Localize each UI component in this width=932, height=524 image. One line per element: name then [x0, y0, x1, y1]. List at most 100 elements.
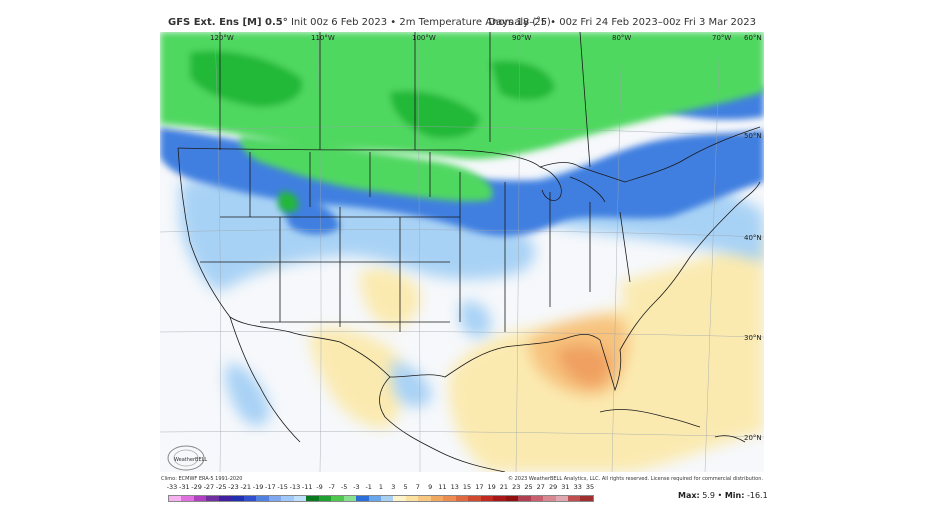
colorbar-swatch — [231, 496, 244, 501]
colorbar-tick-label: 11 — [438, 483, 447, 491]
colorbar-swatch — [405, 496, 419, 501]
colorbar-swatch — [430, 496, 444, 501]
colorbar-swatch — [493, 496, 506, 501]
colorbar-swatch — [543, 496, 556, 501]
great-lakes — [539, 166, 606, 203]
lon-label-100w: 100°W — [412, 34, 436, 42]
political-borders — [177, 32, 761, 472]
map-title: GFS Ext. Ens [M] 0.5° Init 00z 6 Feb 202… — [168, 17, 551, 28]
colorbar-tick-label: 17 — [475, 483, 484, 491]
init-text: Init 00z 6 Feb 2023 • 2m Temperature Ano… — [290, 17, 551, 28]
colorbar-tick-label: 7 — [415, 483, 420, 491]
colorbar-tick-label: 31 — [561, 483, 570, 491]
colorbar-swatches — [168, 495, 594, 502]
province-borders — [219, 32, 591, 168]
colorbar-tick-label: -17 — [265, 483, 276, 491]
colorbar-tick-label: 35 — [585, 483, 595, 491]
colorbar-tick-label: -29 — [191, 483, 202, 491]
temperature-anomaly-map: 120°W 110°W 100°W 90°W 80°W 70°W 60°N 50… — [160, 32, 764, 472]
colorbar-swatch — [281, 496, 294, 501]
colorbar-swatch — [455, 496, 469, 501]
min-label: Min: — [724, 491, 745, 500]
model-name: GFS Ext. Ens [M] 0.5° — [168, 17, 288, 28]
colorbar-swatch — [206, 496, 219, 501]
colorbar-swatch — [418, 496, 431, 501]
colorbar-swatch — [169, 496, 182, 501]
lon-label-110w: 110°W — [311, 34, 335, 42]
colorbar-tick-label: 21 — [499, 483, 509, 491]
colorbar-tick-label: -3 — [353, 483, 360, 491]
colorbar-swatch — [393, 496, 406, 501]
colorbar-swatch — [580, 496, 593, 501]
colorbar-tick-label: 27 — [536, 483, 545, 491]
colorbar-swatch — [555, 496, 568, 501]
colorbar-tick-label: -11 — [301, 483, 313, 491]
colorbar-tick-label: -9 — [316, 483, 323, 491]
lon-label-80w: 80°W — [612, 34, 631, 42]
colorbar-tick-label: -1 — [365, 483, 372, 491]
mexico-outline — [379, 376, 506, 472]
colorbar-tick-label: 29 — [548, 483, 558, 491]
gulf-and-east-coast — [389, 181, 761, 392]
colorbar-swatch — [293, 496, 307, 501]
colorbar-tick-label: -19 — [252, 483, 264, 491]
max-value: 5.9 — [702, 491, 715, 500]
baja-california — [229, 316, 301, 443]
colorbar-tick-label: 23 — [512, 483, 521, 491]
colorbar-swatch — [518, 496, 531, 501]
us-west-coast-and-mexico-border — [177, 147, 391, 378]
colorbar-tick-label: 5 — [403, 483, 408, 491]
colorbar-swatch — [318, 496, 332, 501]
lon-label-120w: 120°W — [210, 34, 234, 42]
colorbar-swatch — [530, 496, 544, 501]
us-canada-border — [177, 126, 761, 183]
colorbar-swatch — [480, 496, 494, 501]
colorbar-tick-label: 25 — [524, 483, 533, 491]
colorbar-tick-label: 3 — [391, 483, 396, 491]
colorbar-tick-label: 9 — [428, 483, 433, 491]
max-label: Max: — [678, 491, 700, 500]
lat-label-60n: 60°N — [744, 34, 762, 42]
colorbar-tick-label: -7 — [328, 483, 336, 491]
lat-label-30n: 30°N — [744, 334, 762, 342]
hispaniola — [714, 435, 746, 443]
weatherbell-logo: WeatherBELL — [167, 445, 207, 471]
colorbar-swatch — [356, 496, 369, 501]
colorbar-swatch — [243, 496, 257, 501]
valid-period: Days 18–25 • 00z Fri 24 Feb 2023–00z Fri… — [488, 17, 756, 28]
colorbar-swatch — [331, 496, 344, 501]
colorbar-tick-label: 33 — [573, 483, 582, 491]
colorbar-tick-label: -21 — [240, 483, 252, 491]
logo-text: WeatherBELL — [174, 457, 207, 463]
lon-label-90w: 90°W — [512, 34, 531, 42]
colorbar-swatch — [380, 496, 394, 501]
lat-label-20n: 20°N — [744, 434, 762, 442]
colorbar-tick-label: -5 — [340, 483, 348, 491]
state-borders — [200, 152, 631, 332]
colorbar-tick-label: -27 — [203, 483, 215, 491]
colorbar-swatch — [443, 496, 456, 501]
colorbar-swatch — [181, 496, 194, 501]
colorbar-swatch — [268, 496, 282, 501]
lon-label-70w: 70°W — [712, 34, 731, 42]
colorbar-tick-label: 19 — [487, 483, 496, 491]
colorbar-swatch — [256, 496, 269, 501]
map-canvas: 120°W 110°W 100°W 90°W 80°W 70°W 60°N 50… — [160, 32, 764, 472]
lat-label-40n: 40°N — [744, 234, 762, 242]
min-value: -16.1 — [746, 491, 768, 500]
colorbar-swatch — [218, 496, 232, 501]
colorbar-swatch — [306, 496, 319, 501]
colorbar-tick-label: 15 — [462, 483, 472, 491]
colorbar-tick-label: 1 — [378, 483, 384, 491]
climo-note: Climo: ECMWF ERA-5 1991-2020 — [161, 476, 243, 482]
colorbar-tick-label: -15 — [277, 483, 288, 491]
colorbar-swatch — [368, 496, 381, 501]
colorbar-swatch — [193, 496, 207, 501]
colorbar-tick-label: -13 — [289, 483, 301, 491]
colorbar-swatch — [468, 496, 481, 501]
colorbar-tick-label: -23 — [228, 483, 239, 491]
cuba — [599, 409, 701, 428]
colorbar-swatch — [343, 496, 357, 501]
colorbar-swatch — [505, 496, 519, 501]
copyright-note: © 2023 WeatherBELL Analytics, LLC. All r… — [508, 476, 763, 482]
